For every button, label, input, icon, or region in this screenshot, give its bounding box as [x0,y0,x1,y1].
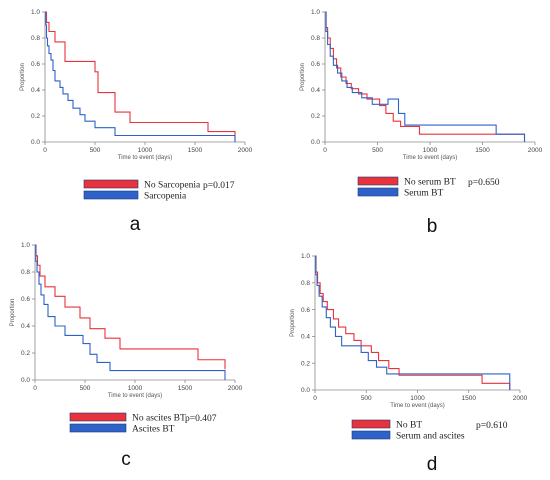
x-axis-label: Time to event (days) [390,403,444,409]
x-tick-label: 500 [80,385,91,392]
y-tick-label: 0.2 [311,113,320,120]
y-tick-label: 0.6 [21,296,30,303]
panel-letter: c [121,449,131,470]
legend-label: Sarcopenia [144,192,187,202]
legend-label: No Sarcopenia [144,181,201,191]
y-tick-label: 0.2 [31,113,40,120]
y-tick-label: 0.0 [311,139,320,146]
survival-curve-blue [325,11,526,142]
x-tick-label: 2000 [513,395,528,402]
survival-curve-blue [35,244,226,380]
y-axis-label: Proportion [20,63,26,91]
chart-panel-b: 0.0 0.2 0.4 0.6 0.8 1.0 0 500 1000 1500 2000 Time t… [300,9,543,237]
legend-label: No serum BT [404,178,456,188]
legend-label: No BT [396,421,422,431]
survival-curve-blue [315,255,511,390]
x-tick-label: 0 [33,385,37,392]
x-tick-label: 2000 [528,147,543,154]
x-axis-label: Time to event (days) [118,155,172,161]
x-tick-label: 0 [313,395,317,402]
y-tick-label: 0.8 [301,280,310,287]
panel-letter: a [130,214,141,235]
legend-label: Serum and ascites [396,432,465,442]
y-axis-label: Proportion [10,299,16,327]
x-tick-label: 1500 [462,395,477,402]
x-tick-label: 1000 [410,395,425,402]
legend-swatch-red [83,179,139,189]
x-tick-label: 0 [323,147,327,154]
p-value: p=0.650 [468,178,500,188]
y-tick-label: 1.0 [311,9,320,16]
y-tick-label: 0.2 [301,360,310,367]
x-tick-label: 500 [361,395,372,402]
legend-swatch-blue [69,423,127,433]
x-tick-label: 1500 [178,385,193,392]
y-tick-label: 0.2 [21,350,30,357]
survival-curve-blue [45,11,236,142]
survival-curve-red [35,244,226,370]
y-tick-label: 0.8 [21,269,30,276]
legend-swatch-red [351,419,391,429]
x-tick-label: 1000 [128,385,143,392]
panel-letter: b [427,216,438,237]
y-tick-label: 1.0 [21,242,30,249]
p-value: p=0.017 [203,181,235,191]
y-tick-label: 1.0 [301,253,310,260]
chart-panel-c: 0.0 0.2 0.4 0.6 0.8 1.0 0 500 1000 1500 2000 Time t… [10,242,243,470]
y-tick-label: 0.4 [21,323,30,330]
survival-curve-red [45,11,236,142]
x-axis-label: Time to event (days) [403,155,457,161]
x-tick-label: 500 [90,147,101,154]
legend-swatch-blue [83,190,139,200]
legend-swatch-blue [351,430,391,440]
p-value: p=0.610 [476,421,508,431]
p-value: p=0.407 [185,414,217,424]
y-tick-label: 0.0 [301,387,310,394]
survival-curve-red [325,11,526,142]
x-tick-label: 2000 [228,385,243,392]
y-tick-label: 0.6 [311,61,320,68]
x-tick-label: 1500 [475,147,490,154]
legend-swatch-red [69,412,127,422]
y-tick-label: 0.0 [31,139,40,146]
x-tick-label: 500 [372,147,383,154]
chart-panel-a: 0.0 0.2 0.4 0.6 0.8 1.0 0 500 1000 1500 2000 Time t… [20,9,253,235]
y-tick-label: 0.4 [31,87,40,94]
legend-swatch-red [357,176,399,186]
y-axis-label: Proportion [290,309,296,337]
y-tick-label: 0.0 [21,377,30,384]
x-tick-label: 0 [43,147,47,154]
x-tick-label: 1000 [138,147,153,154]
x-axis-label: Time to event (days) [108,393,162,399]
y-tick-label: 0.6 [31,61,40,68]
y-tick-label: 0.4 [311,87,320,94]
survival-curve-red [315,255,511,390]
y-tick-label: 0.8 [311,35,320,42]
legend-label: Serum BT [404,189,444,199]
x-tick-label: 1000 [423,147,438,154]
panel-letter: d [427,454,438,475]
y-tick-label: 1.0 [31,9,40,16]
y-tick-label: 0.8 [31,35,40,42]
y-tick-label: 0.4 [301,334,310,341]
legend-label: Ascites BT [132,425,175,435]
y-tick-label: 0.6 [301,307,310,314]
legend-label: No ascites BT [132,414,186,424]
x-tick-label: 2000 [238,147,253,154]
x-tick-label: 1500 [188,147,203,154]
chart-panel-d: 0.0 0.2 0.4 0.6 0.8 1.0 0 500 1000 1500 2000 Time t… [290,253,528,475]
legend-swatch-blue [357,187,399,197]
y-axis-label: Proportion [300,63,306,91]
